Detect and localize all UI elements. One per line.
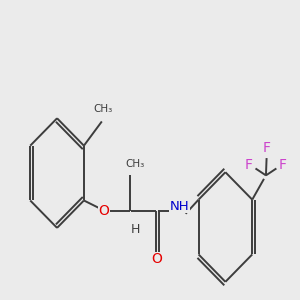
Text: O: O <box>99 204 110 218</box>
Text: F: F <box>279 158 287 172</box>
Text: F: F <box>262 141 271 155</box>
Text: H: H <box>131 223 140 236</box>
Text: F: F <box>245 158 253 172</box>
Text: O: O <box>151 252 162 266</box>
Text: CH₃: CH₃ <box>126 159 145 169</box>
Text: CH₃: CH₃ <box>94 104 113 114</box>
Text: NH: NH <box>170 200 190 213</box>
